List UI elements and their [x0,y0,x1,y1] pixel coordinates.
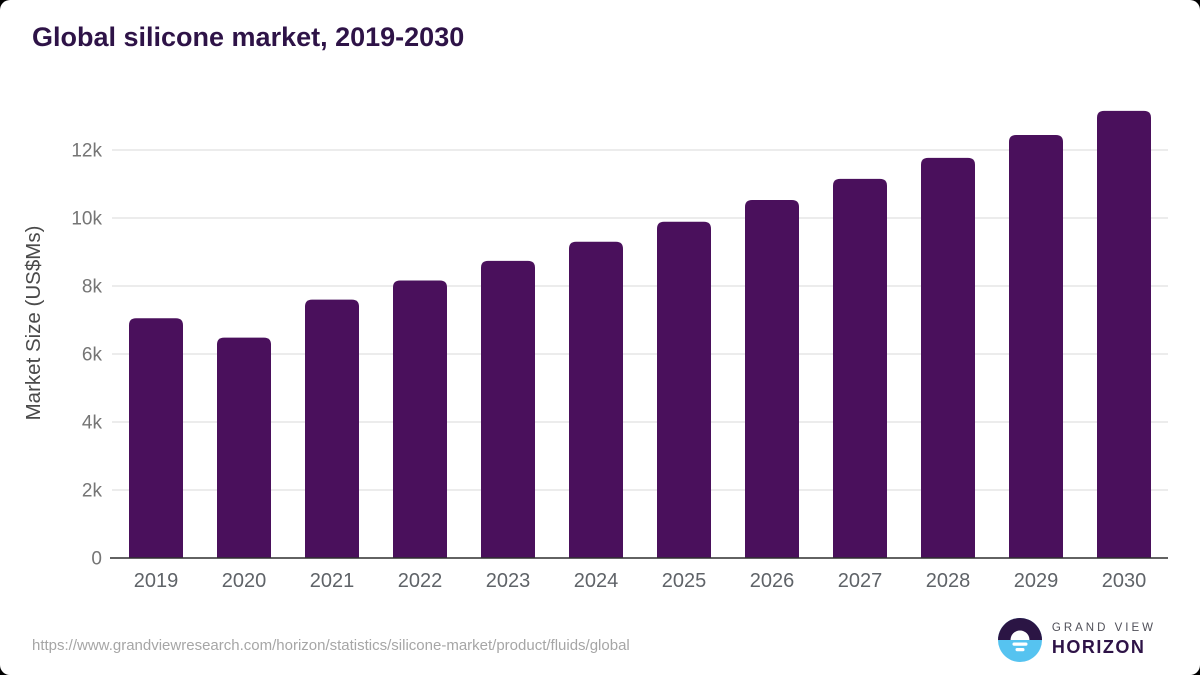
y-axis-title: Market Size (US$Ms) [22,226,45,421]
x-tick-label: 2024 [574,570,619,592]
bar-2023[interactable] [481,260,535,558]
bar-2025[interactable] [657,221,711,559]
x-tick-label: 2026 [750,570,795,592]
y-tick-label: 0 [91,549,102,570]
logo-line2: HORIZON [1051,637,1146,658]
logo-text: GRAND VIEW HORIZON [1052,622,1156,658]
bar-2022[interactable] [393,280,447,558]
x-tick-label: 2029 [1014,570,1059,592]
horizon-sun-icon [997,618,1042,662]
x-tick-label: 2021 [310,570,355,592]
bar-2028[interactable] [921,157,975,558]
bar-2024[interactable] [569,241,623,559]
bar-2027[interactable] [833,178,887,558]
bar-2030[interactable] [1097,110,1151,559]
bar-2026[interactable] [745,199,799,558]
y-tick-label: 6k [82,345,103,366]
x-tick-label: 2030 [1102,570,1147,592]
y-tick-label: 2k [82,481,103,502]
x-tick-label: 2022 [398,570,443,592]
bar-2019[interactable] [129,318,183,558]
grand-view-horizon-logo: GRAND VIEW HORIZON [997,617,1156,663]
y-tick-label: 12k [71,141,102,162]
x-tick-label: 2023 [486,570,531,592]
x-tick-label: 2019 [134,570,179,592]
bar-2021[interactable] [305,299,359,558]
y-tick-label: 4k [82,413,103,434]
source-url: https://www.grandviewresearch.com/horizo… [32,637,630,654]
chart-title: Global silicone market, 2019-2030 [32,22,465,52]
y-tick-label: 10k [71,209,102,230]
bar-2029[interactable] [1009,135,1063,558]
footer: https://www.grandviewresearch.com/horizo… [0,612,1200,675]
x-tick-label: 2028 [926,570,971,592]
bar-2020[interactable] [217,337,271,558]
x-tick-label: 2027 [838,570,883,592]
x-tick-label: 2020 [222,570,267,592]
bar-chart: 0 2k 4k 6k 8k 10k 12k Market Size (US$Ms) 2019 20… [0,90,1200,610]
y-tick-label: 8k [82,277,103,298]
logo-line1: GRAND VIEW [1051,622,1156,635]
x-tick-label: 2025 [662,570,707,592]
bar-chart-svg: 0 2k 4k 6k 8k 10k 12k Market Size (US$Ms) 2019 20… [22,110,1168,592]
